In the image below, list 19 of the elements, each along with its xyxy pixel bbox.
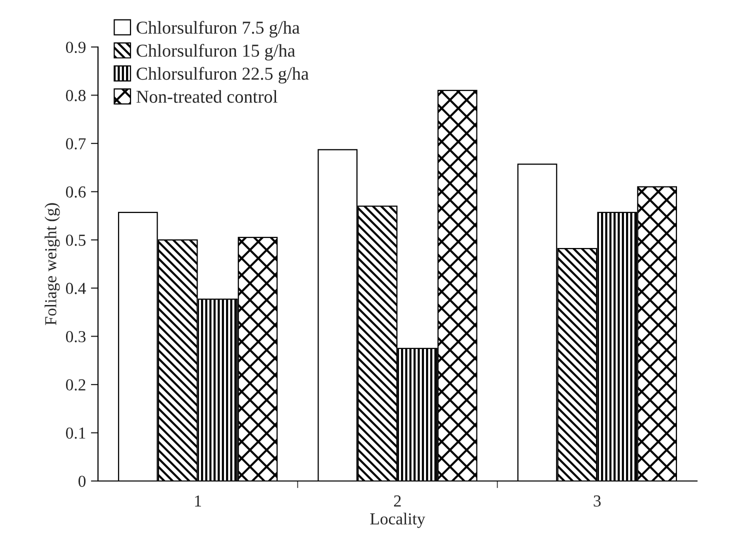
y-tick-label: 0.3 bbox=[66, 331, 86, 342]
x-tick-label: 2 bbox=[394, 495, 401, 506]
x-tick-label: 3 bbox=[594, 495, 601, 507]
y-tick-label: 0 bbox=[78, 476, 86, 487]
y-tick-label: 0.6 bbox=[66, 186, 86, 198]
legend-label: Chlorsulfuron 15 g/ha bbox=[136, 44, 296, 61]
legend-label: Chlorsulfuron 7.5 g/ha bbox=[136, 20, 300, 38]
y-tick-label: 0.9 bbox=[66, 42, 86, 54]
y-tick-label: 0.4 bbox=[66, 282, 86, 294]
y-tick-label: 0.8 bbox=[66, 90, 86, 102]
y-tick-label: 0.7 bbox=[66, 138, 86, 150]
y-tick-label: 0.5 bbox=[66, 234, 86, 246]
x-axis-title: Locality bbox=[370, 512, 426, 528]
legend-label: Chlorsulfuron 22.5 g/ha bbox=[136, 66, 309, 84]
y-axis-title: Foliage weight (g) bbox=[44, 203, 60, 326]
y-tick-label: 0.2 bbox=[66, 379, 86, 391]
x-tick-label: 1 bbox=[195, 495, 201, 506]
legend-label: Non-treated control bbox=[136, 90, 278, 103]
y-tick-label: 0.1 bbox=[66, 427, 86, 439]
